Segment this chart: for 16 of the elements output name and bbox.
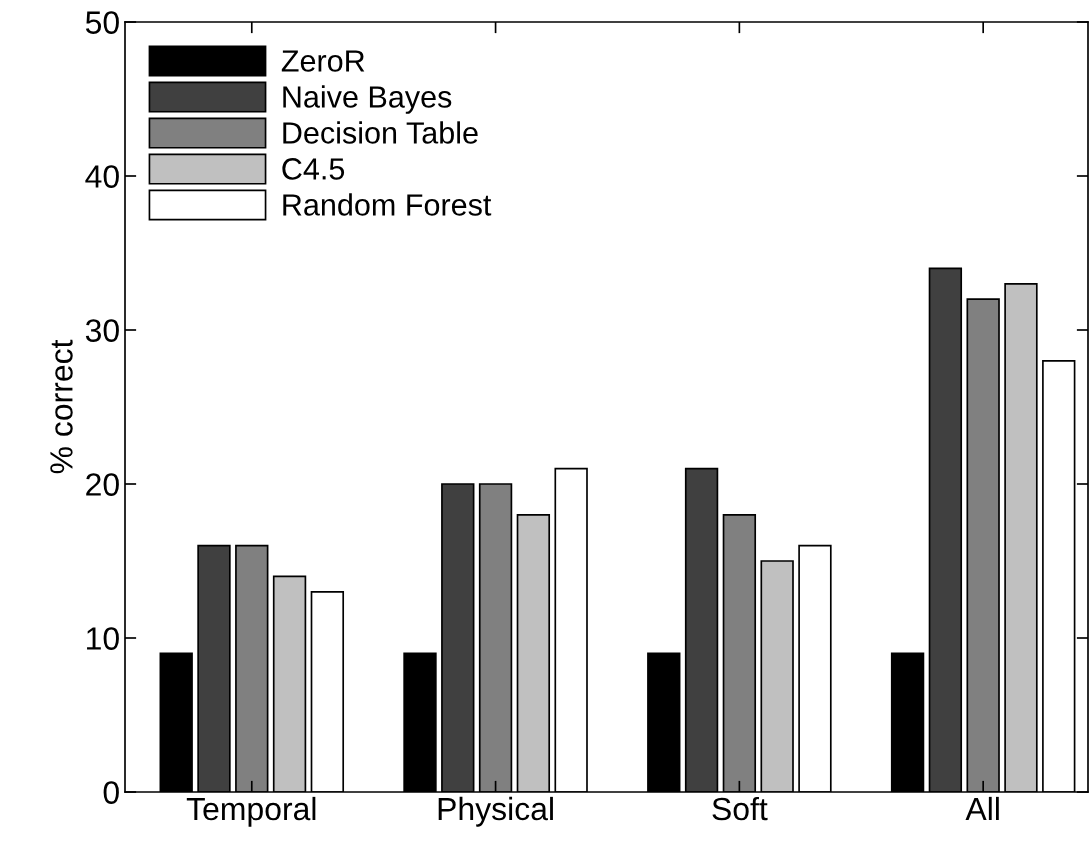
y-tick-label: 30 <box>85 319 119 342</box>
legend-label: ZeroR <box>281 50 365 72</box>
legend-label: Random Forest <box>283 193 492 216</box>
y-axis-title: % correct <box>50 339 73 474</box>
y-tick-label: 10 <box>87 627 119 650</box>
y-tick-label: 50 <box>85 11 119 34</box>
y-tick-label: 0 <box>103 781 119 804</box>
legend-label: Decision Table <box>283 121 478 144</box>
x-tick-label: Temporal <box>186 796 316 827</box>
x-tick-label: Soft <box>712 796 768 821</box>
y-tick-label: 20 <box>86 473 119 496</box>
y-tick-label: 40 <box>85 165 119 188</box>
x-tick-label: All <box>965 796 999 821</box>
legend-label: C4.5 <box>282 158 345 180</box>
legend-label: Naive Bayes <box>283 85 452 114</box>
x-tick-label: Physical <box>438 796 553 827</box>
